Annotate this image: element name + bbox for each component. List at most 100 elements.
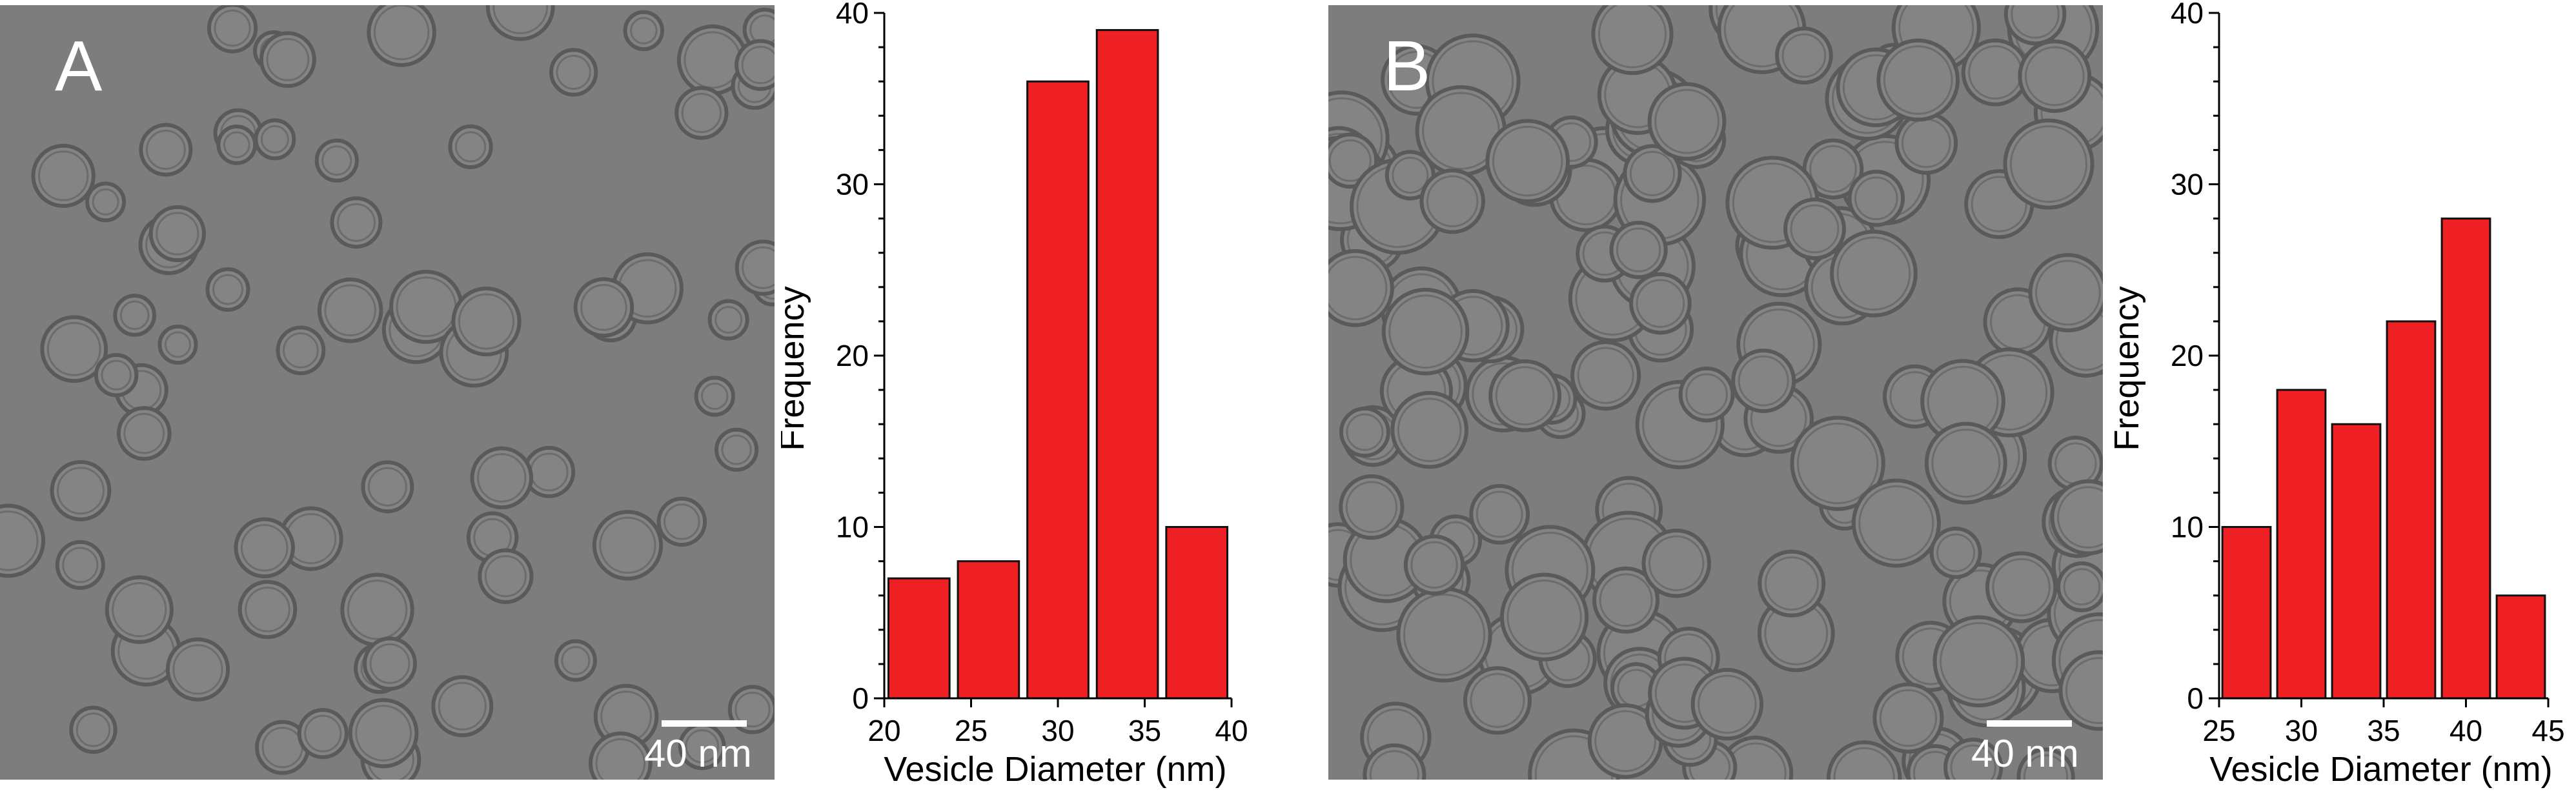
y-tick-label: 10 — [2171, 511, 2204, 544]
vesicle-inner-ring — [1616, 227, 1661, 272]
y-tick-label: 20 — [2171, 339, 2204, 372]
histogram-bar — [1026, 80, 1090, 700]
y-tick-label: 20 — [836, 339, 869, 372]
vesicle-ring — [1469, 483, 1530, 545]
vesicle-inner-ring — [1833, 747, 1895, 780]
vesicle-ring — [470, 446, 533, 510]
vesicle-ring — [1499, 572, 1589, 662]
vesicle-inner-ring — [1992, 558, 2051, 617]
vesicle-inner-ring — [715, 305, 743, 334]
vesicle-inner-ring — [492, 5, 549, 35]
vesicle-inner-ring — [595, 738, 646, 780]
vesicle-inner-ring — [112, 582, 167, 638]
vesicle-inner-ring — [37, 150, 89, 201]
vesicle-inner-ring — [580, 284, 627, 331]
vesicle-ring — [1381, 287, 1470, 376]
vesicle-inner-ring — [1597, 5, 1667, 68]
vesicle-ring — [1932, 615, 2025, 707]
y-tick-label: 30 — [2171, 168, 2204, 201]
vesicle-ring — [2018, 39, 2092, 113]
vesicle-ring — [1485, 119, 1570, 203]
vesicle-inner-ring — [1594, 710, 1657, 773]
vesicle-inner-ring — [240, 523, 289, 572]
vesicle-inner-ring — [630, 17, 658, 45]
vesicle-inner-ring — [321, 145, 352, 176]
vesicle-inner-ring — [556, 54, 591, 90]
vesicle-ring — [1328, 249, 1394, 327]
vesicle-inner-ring — [367, 467, 407, 507]
vesicle-ring — [1609, 221, 1668, 279]
vesicle-inner-ring — [1809, 145, 1857, 193]
vesicle-ring — [2016, 747, 2075, 780]
vesicle-inner-ring — [164, 331, 192, 358]
vesicle-inner-ring — [369, 643, 411, 684]
vesicle-ring — [1830, 229, 1918, 318]
y-axis-title: Frequency — [2109, 286, 2146, 450]
vesicle-inner-ring — [1950, 744, 1996, 780]
vesicle-inner-ring — [2011, 5, 2060, 39]
vesicle-ring — [656, 496, 707, 547]
vesicle-ring — [1592, 566, 1660, 634]
vesicle-ring — [234, 517, 295, 579]
panel-label-a: A — [55, 26, 103, 106]
vesicle-inner-ring — [145, 130, 186, 170]
vesicle-inner-ring — [454, 131, 487, 163]
vesicle-ring — [40, 315, 108, 383]
scale-bar-label-b: 40 nm — [1971, 732, 2079, 775]
vesicle-inner-ring — [477, 453, 527, 503]
vesicle-inner-ring — [1369, 750, 1419, 780]
vesicle-ring — [1403, 534, 1465, 596]
vesicle-ring — [1783, 197, 1846, 261]
vesicle-inner-ring — [1328, 139, 1372, 182]
vesicle-ring — [1985, 551, 2058, 623]
x-tick-label: 40 — [2449, 714, 2482, 747]
vesicle-inner-ring — [1931, 429, 2001, 498]
vesicle-inner-ring — [347, 580, 408, 640]
x-tick-label: 40 — [1215, 714, 1248, 747]
vesicle-ring — [1647, 82, 1727, 161]
vesicle-ring — [1339, 407, 1390, 458]
vesicle-ring — [340, 572, 414, 647]
vesicle-inner-ring — [484, 555, 527, 598]
histogram-bar — [887, 577, 951, 700]
vesicle-inner-ring — [212, 274, 243, 305]
vesicle-ring — [1851, 478, 1941, 568]
vesicle-inner-ring — [1328, 256, 1388, 321]
vesicle-inner-ring — [1781, 33, 1827, 78]
vesicle-ring — [330, 196, 383, 249]
vesicle-ring — [1876, 38, 1960, 122]
vesicle-ring — [55, 540, 105, 590]
vesicle-inner-ring — [1936, 533, 1976, 572]
y-tick-label: 30 — [836, 168, 869, 201]
vesicle-inner-ring — [664, 503, 700, 540]
vesicle-inner-ring — [2035, 259, 2101, 326]
vesicle-inner-ring — [2063, 568, 2101, 606]
vesicle-ring — [139, 123, 193, 177]
vesicle-ring — [259, 31, 316, 88]
vesicle-inner-ring — [741, 46, 775, 85]
histogram-bar — [2221, 526, 2272, 700]
vesicle-inner-ring — [1470, 673, 1525, 728]
y-axis-title: Frequency — [781, 286, 811, 450]
vesicle-ring — [1641, 528, 1711, 598]
vesicle-ring — [1894, 112, 1958, 175]
vesicle-inner-ring — [735, 691, 771, 728]
vesicle-inner-ring — [355, 705, 412, 762]
vesicle-ring — [1790, 416, 1885, 511]
micrograph-a: A 40 nm — [0, 5, 775, 780]
vesicle-ring — [238, 580, 298, 640]
vesicle-ring — [1623, 144, 1682, 203]
vesicle-ring — [592, 510, 664, 581]
vesicle-ring — [31, 143, 96, 208]
vesicle-inner-ring — [1345, 481, 1398, 533]
vesicle-ring — [431, 675, 494, 738]
vesicle-inner-ring — [266, 37, 310, 81]
vesicle-inner-ring — [123, 412, 165, 454]
vesicle-ring — [1827, 740, 1902, 780]
x-axis-title: Vesicle Diameter (nm) — [884, 750, 1226, 789]
vesicle-ring — [1847, 170, 1905, 227]
vesicle-inner-ring — [1476, 491, 1523, 538]
vesicle-inner-ring — [2065, 657, 2103, 724]
